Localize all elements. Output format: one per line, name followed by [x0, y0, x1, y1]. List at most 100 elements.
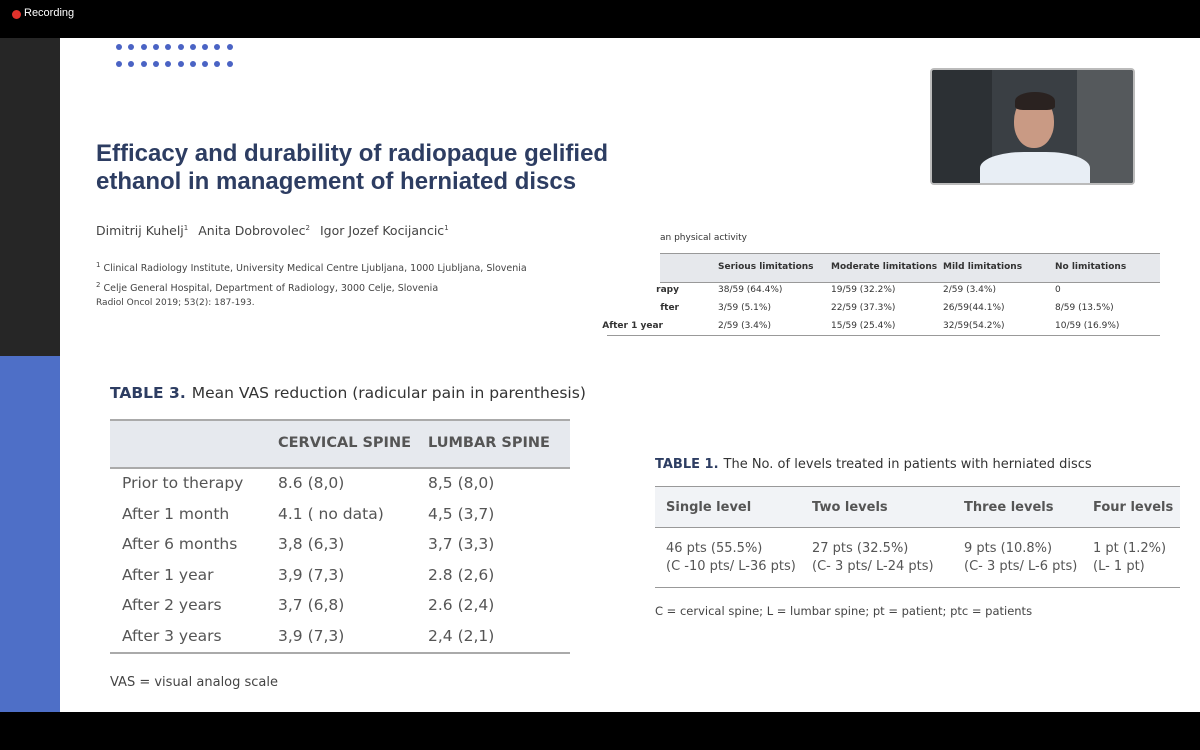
- table-cell: 38/59 (64.4%): [718, 285, 783, 295]
- affiliation-sup: 1: [96, 261, 101, 269]
- table-cell: 26/59(44.1%): [943, 303, 1005, 313]
- decor-dot: [152, 44, 159, 50]
- column-header: No limitations: [1055, 262, 1127, 272]
- table-cell: 1 pt (1.2%): [1093, 541, 1167, 556]
- table-cell: 3,9 (7,3): [278, 565, 345, 584]
- column-header: CERVICAL SPINE: [278, 435, 411, 451]
- table-cell: 15/59 (25.4%): [831, 321, 896, 331]
- affiliation: 2 Celje General Hospital, Department of R…: [96, 277, 527, 297]
- table-cell: 22/59 (37.3%): [831, 303, 896, 313]
- table-cell: (C -10 pts/ L-36 pts): [666, 559, 796, 574]
- table-cell: 2/59 (3.4%): [718, 321, 771, 331]
- decor-dot: [140, 61, 147, 67]
- table-caption-text: Mean VAS reduction (radicular pain in pa…: [191, 384, 586, 402]
- author-sup: 2: [305, 223, 310, 232]
- table-cell: 4,5 (3,7): [428, 504, 495, 523]
- row-label: After 1 year: [602, 321, 663, 331]
- decor-dot: [116, 61, 122, 67]
- affiliation-text: Clinical Radiology Institute, University…: [103, 263, 527, 275]
- affiliation-text: Celje General Hospital, Department of Ra…: [103, 283, 439, 295]
- table-cell: 3,9 (7,3): [278, 627, 345, 645]
- decor-dot: [177, 44, 184, 50]
- table-cell: 2,4 (2,1): [428, 627, 495, 645]
- column-header: Moderate limitations: [831, 262, 938, 272]
- decor-dot: [152, 61, 159, 67]
- row-label: After 6 months: [122, 535, 238, 554]
- table-rule: [655, 486, 1180, 487]
- decor-dot: [214, 61, 221, 67]
- row-label: After 1 year: [122, 565, 214, 584]
- row-label: After 2 years: [122, 596, 222, 615]
- column-header: Serious limitations: [718, 262, 814, 272]
- table-cell: 19/59 (32.2%): [831, 285, 896, 295]
- citation: Radiol Oncol 2019; 53(2): 187-193.: [96, 298, 255, 308]
- table-header-bg: [110, 420, 570, 467]
- table-cell: 4.1 ( no data): [278, 504, 384, 523]
- table-caption-text: The No. of levels treated in patients wi…: [723, 457, 1092, 472]
- authors: Dimitrij Kuhelj1 Anita Dobrovolec2 Igor Jo…: [96, 223, 449, 238]
- decor-dot: [189, 44, 196, 50]
- author-sup: 1: [183, 223, 189, 232]
- decor-dot: [128, 44, 135, 50]
- table-rule: [655, 587, 1180, 588]
- table-cell: (C- 3 pts/ L-24 pts): [812, 559, 934, 574]
- column-header: Two levels: [812, 500, 888, 515]
- table-label: TABLE 1.: [655, 457, 719, 472]
- column-header: Three levels: [964, 500, 1054, 515]
- table-cell: 3,8 (6,3): [278, 535, 345, 554]
- decor-dot: [128, 61, 135, 67]
- table-cell: (L- 1 pt): [1093, 559, 1145, 574]
- table-rule: [110, 419, 570, 421]
- table-cell: 10/59 (16.9%): [1055, 321, 1120, 331]
- table-cell: 9 pts (10.8%): [964, 541, 1053, 556]
- table-cell: 2.6 (2,4): [428, 596, 495, 615]
- affiliation-sup: 2: [96, 281, 101, 290]
- affiliation: 1 Clinical Radiology Institute, Universit…: [96, 257, 527, 277]
- person-shirt: [980, 152, 1090, 183]
- table-rule: [660, 282, 1160, 283]
- table-caption: TABLE 3. Mean VAS reduction (radicular pa…: [110, 384, 586, 402]
- author-name: Anita Dobrovolec: [198, 223, 306, 238]
- decor-dot: [202, 61, 209, 67]
- decor-dot: [165, 61, 172, 67]
- table-cell: 3,7 (3,3): [428, 535, 495, 554]
- table-cell: 46 pts (55.5%): [666, 541, 763, 556]
- row-label: Prior to therapy: [122, 474, 244, 492]
- title-line: Efficacy and durability of radiopaque ge…: [96, 140, 609, 167]
- table-rule: [655, 527, 1180, 528]
- table-cell: 32/59(54.2%): [943, 321, 1005, 331]
- author-name: Dimitrij Kuhelj: [96, 223, 184, 238]
- bottom-bar: [0, 712, 1200, 750]
- author-name: Igor Jozef Kocijancic: [320, 223, 445, 238]
- row-label: rapy: [656, 285, 679, 295]
- column-header: Four levels: [1093, 500, 1174, 515]
- row-label: After 1 month: [122, 504, 230, 523]
- table-cell: 8/59 (13.5%): [1055, 303, 1114, 313]
- table-cell: 3/59 (5.1%): [718, 303, 771, 313]
- recording-dot: [12, 10, 21, 19]
- decor-dot: [116, 44, 122, 50]
- webcam-video: [930, 68, 1135, 185]
- table-cell: 8,5 (8,0): [428, 474, 495, 492]
- table-footnote: VAS = visual analog scale: [110, 675, 279, 690]
- table-rule: [110, 467, 570, 469]
- table-rule: [660, 253, 1160, 254]
- table-label: TABLE 3.: [110, 384, 186, 402]
- table-header-bg: [660, 253, 1160, 282]
- table-rule: [110, 652, 570, 654]
- decor-dot: [165, 44, 172, 50]
- table-header-bg: [655, 487, 1180, 527]
- column-header: Single level: [666, 500, 752, 515]
- table-cell: 2/59 (3.4%): [943, 285, 996, 295]
- decor-dot: [214, 44, 221, 50]
- table-cell: 8.6 (8,0): [278, 474, 345, 492]
- table-cell: 3,7 (6,8): [278, 596, 345, 615]
- top-bar: [0, 0, 1200, 38]
- person-hair: [1015, 92, 1055, 110]
- decor-dot: [189, 61, 196, 67]
- table-rule: [607, 335, 1160, 336]
- decor-dot: [226, 61, 233, 67]
- title-line: ethanol in management of herniated discs: [96, 168, 577, 195]
- column-header: LUMBAR SPINE: [428, 435, 550, 451]
